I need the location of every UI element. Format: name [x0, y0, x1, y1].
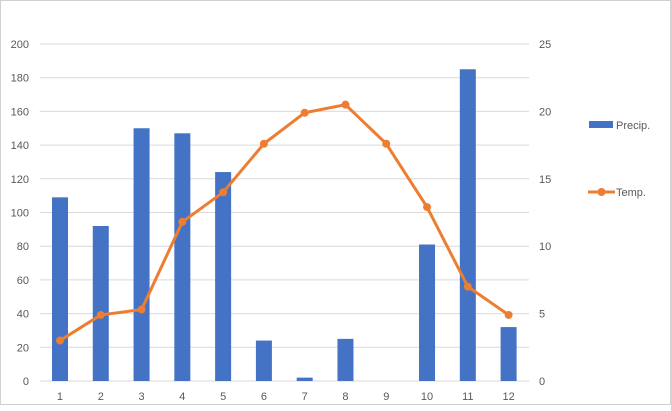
bar	[51, 197, 68, 381]
x-tick-label: 10	[421, 391, 433, 403]
y-left-tick-label: 0	[23, 376, 29, 388]
bar	[459, 69, 476, 382]
bar	[133, 128, 150, 381]
legend-label-temp: Temp.	[616, 187, 646, 199]
x-tick-label: 5	[220, 391, 226, 403]
x-tick-label: 2	[98, 391, 104, 403]
bar	[296, 377, 313, 381]
bar	[92, 225, 109, 381]
x-tick-label: 9	[383, 391, 389, 403]
x-tick-label: 3	[138, 391, 144, 403]
bar	[337, 338, 354, 381]
y-left-tick-label: 120	[11, 174, 29, 186]
x-tick-label: 1	[57, 391, 63, 403]
temp-point	[463, 282, 472, 291]
temp-point	[341, 100, 350, 109]
bar	[174, 133, 191, 381]
y-left-tick-label: 160	[11, 106, 29, 118]
legend-label-precip: Precip.	[616, 120, 650, 132]
y-left-tick-label: 20	[17, 342, 29, 354]
legend-marker-temp	[597, 188, 606, 196]
temp-point	[423, 203, 432, 212]
y-right-tick-label: 5	[539, 309, 545, 321]
x-tick-label: 7	[302, 391, 308, 403]
y-right-tick-label: 20	[539, 106, 551, 118]
y-left-tick-label: 180	[11, 73, 29, 85]
temp-point	[504, 310, 513, 319]
x-tick-label: 4	[179, 391, 185, 403]
temp-point	[300, 108, 309, 117]
y-right-tick-label: 25	[539, 39, 551, 51]
y-left-tick-label: 80	[17, 241, 29, 253]
y-right-tick-label: 15	[539, 174, 551, 186]
temp-point	[178, 217, 187, 226]
temp-point	[96, 310, 105, 319]
x-tick-label: 12	[502, 391, 514, 403]
bar	[500, 327, 517, 381]
y-right-tick-label: 0	[539, 376, 545, 388]
y-left-tick-label: 200	[11, 39, 29, 51]
bar	[419, 244, 436, 381]
x-tick-label: 11	[462, 391, 473, 403]
temp-point	[259, 139, 268, 148]
temp-point	[55, 336, 64, 345]
x-tick-label: 8	[342, 391, 348, 403]
y-left-tick-label: 100	[11, 208, 29, 220]
temp-line	[59, 103, 510, 342]
temp-point	[137, 305, 146, 314]
bar	[215, 172, 232, 381]
bar	[255, 340, 272, 381]
y-left-tick-label: 140	[11, 140, 29, 152]
y-right-tick-label: 10	[539, 241, 551, 253]
y-left-tick-label: 60	[17, 275, 29, 287]
temp-point	[219, 188, 228, 197]
x-tick-label: 6	[261, 391, 267, 403]
temp-point	[382, 139, 391, 148]
legend-swatch-precip	[589, 121, 613, 128]
y-left-tick-label: 40	[17, 309, 29, 321]
